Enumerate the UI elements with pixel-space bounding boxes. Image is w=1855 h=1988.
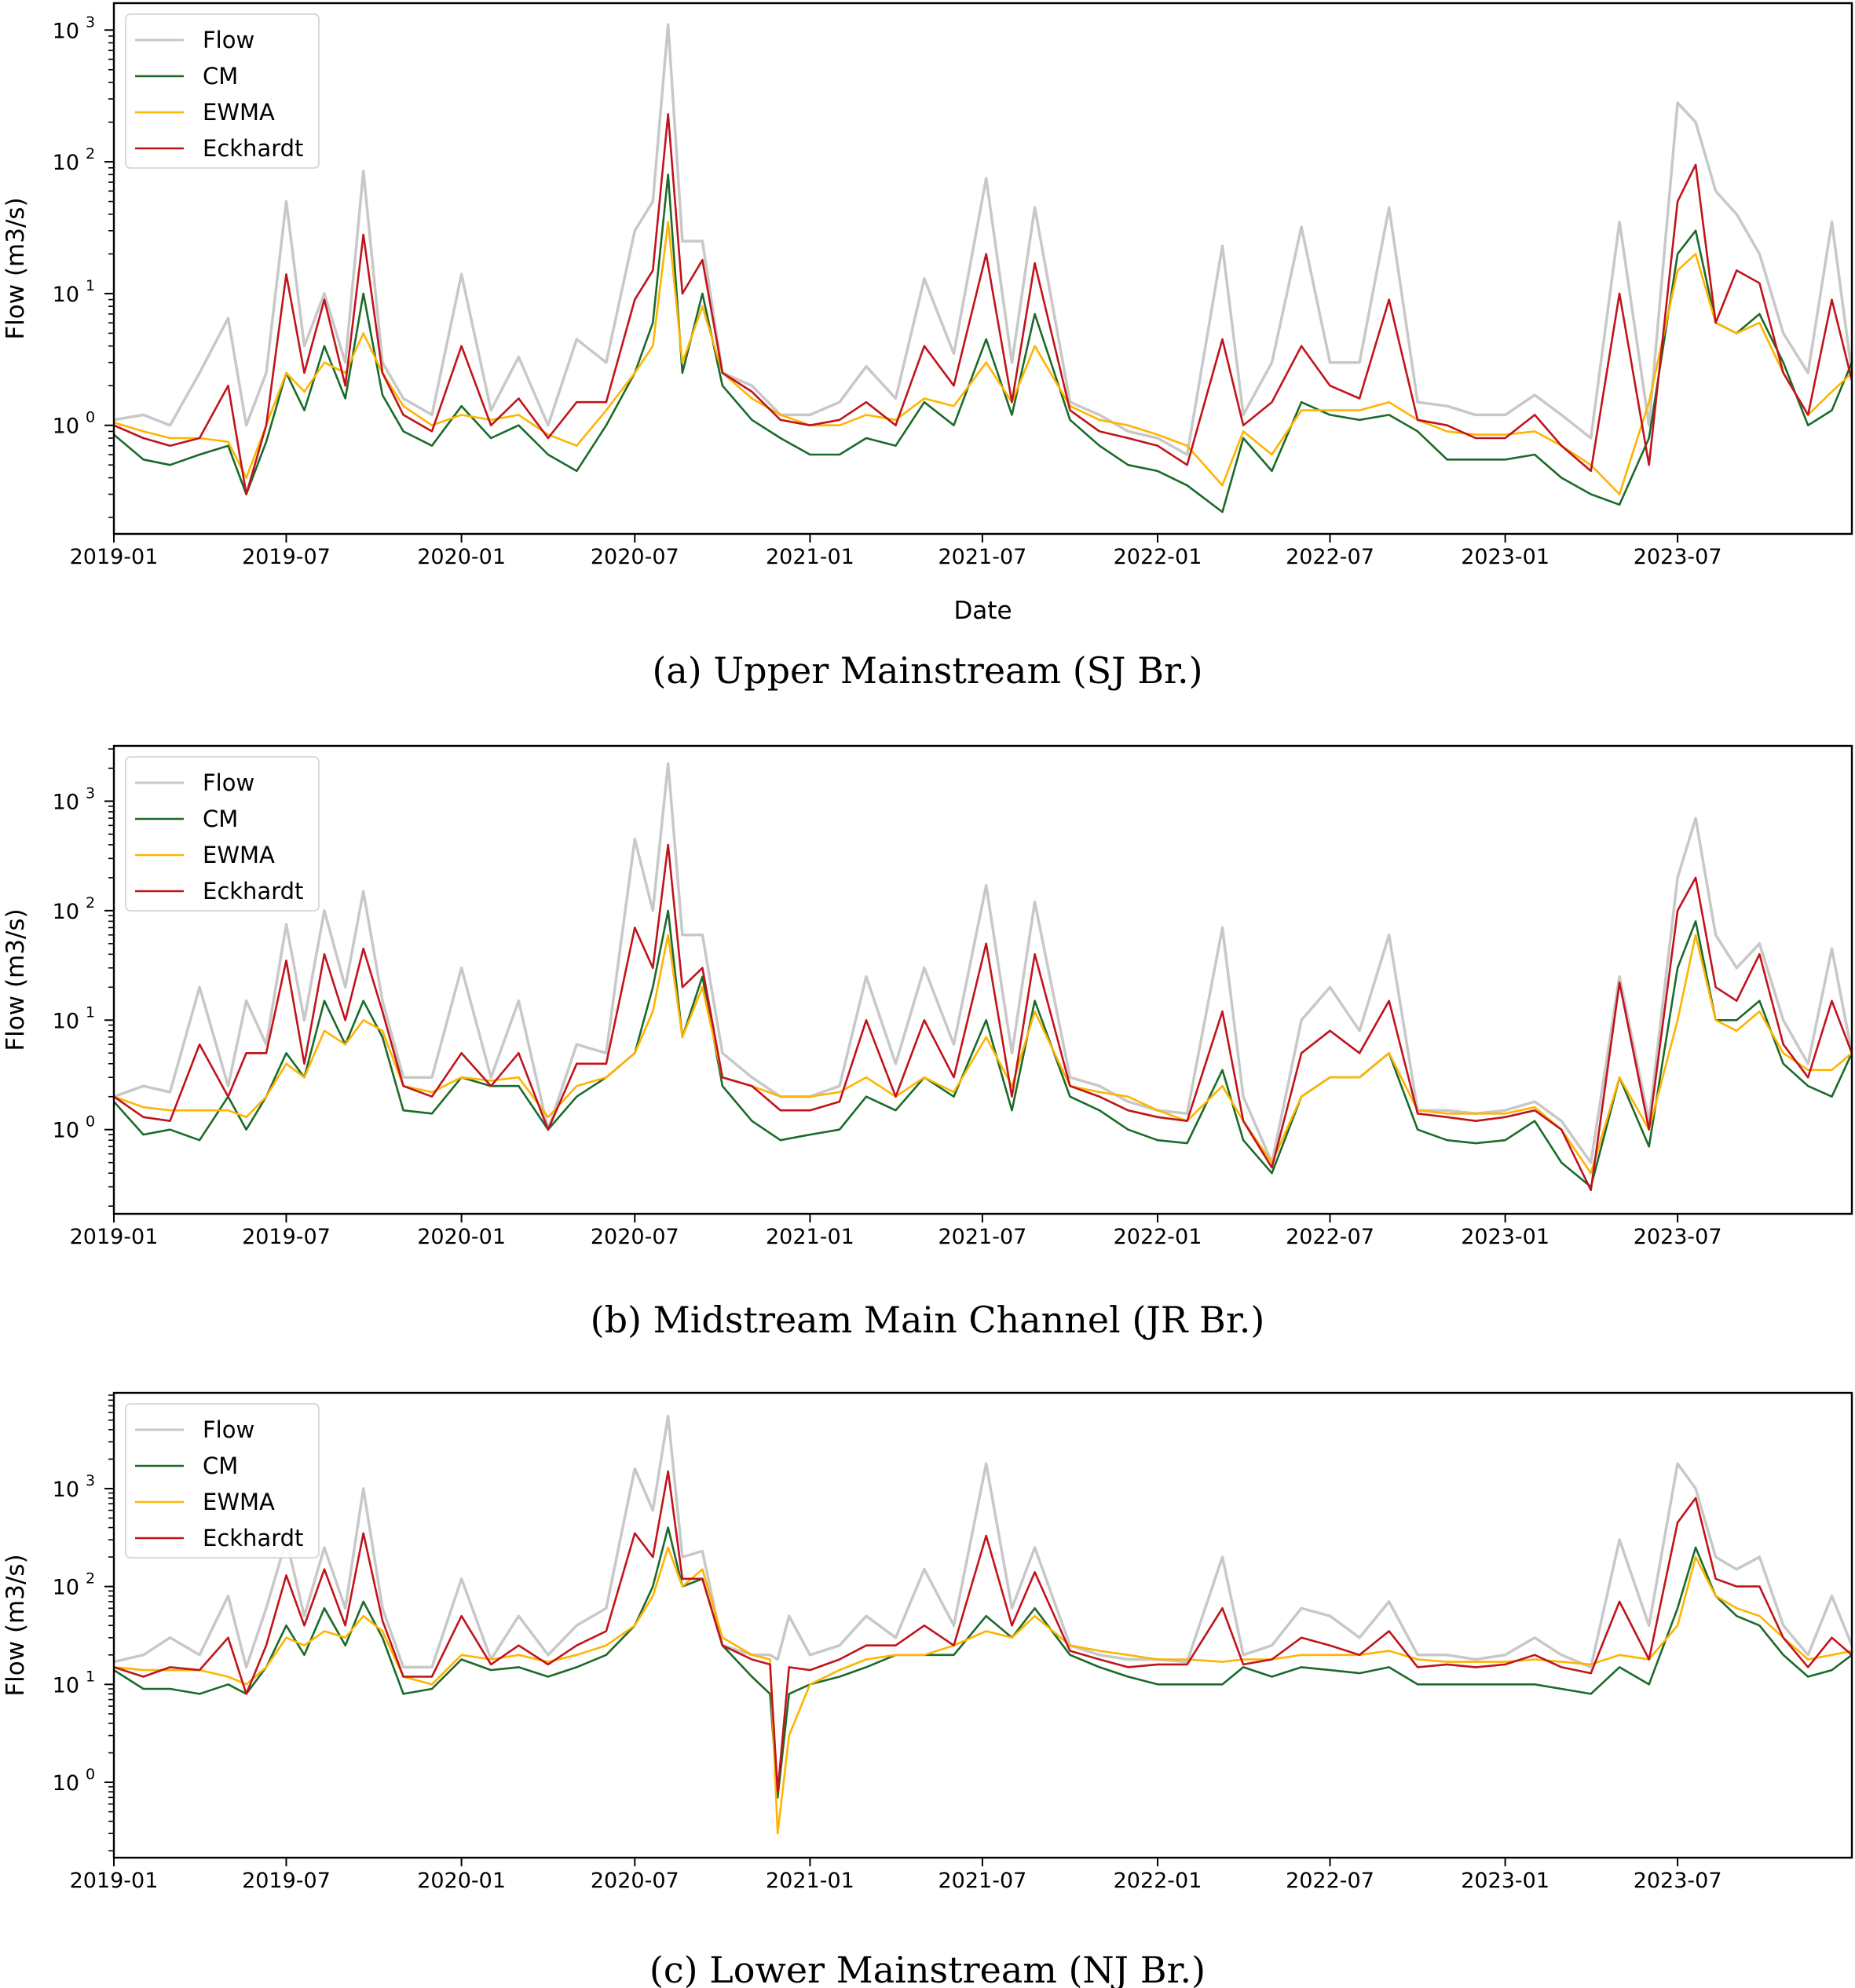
legend-box — [125, 756, 320, 912]
legend-box — [125, 13, 320, 169]
legend-label-cm: CM — [203, 806, 238, 832]
x-tick-label: 2019-07 — [242, 545, 331, 569]
series-line-ewma — [114, 221, 1852, 495]
legend-label-eckhardt: Eckhardt — [203, 878, 303, 904]
x-tick-label: 2023-01 — [1461, 545, 1549, 569]
x-tick-label: 2020-07 — [591, 1869, 679, 1893]
x-tick-label: 2020-01 — [417, 1225, 506, 1249]
x-tick-label: 2020-01 — [417, 1869, 506, 1893]
x-tick-label: 2020-07 — [591, 545, 679, 569]
legend-box — [125, 1403, 320, 1559]
legend-label-ewma: EWMA — [203, 99, 275, 126]
axes-frame — [112, 744, 1853, 1215]
y-tick-exponent: 0 — [86, 1766, 95, 1783]
y-tick-label: 10 — [53, 1771, 79, 1796]
legend-label-ewma: EWMA — [203, 1489, 275, 1515]
x-tick-label: 2022-01 — [1114, 1225, 1202, 1249]
y-tick-label: 10 — [53, 900, 79, 924]
x-tick-label: 2019-01 — [70, 545, 159, 569]
series-line-flow — [114, 1414, 1852, 1669]
series-line-ewma — [114, 934, 1852, 1175]
series-line-flow — [114, 23, 1852, 456]
legend-label-flow: Flow — [203, 27, 254, 53]
legend-label-ewma: EWMA — [203, 842, 275, 868]
y-axis-label: Flow (m3/s) — [2, 908, 30, 1051]
x-tick-label: 2023-01 — [1461, 1225, 1549, 1249]
legend-label-cm: CM — [203, 63, 238, 90]
x-tick-label: 2022-07 — [1286, 1869, 1374, 1893]
x-tick-label: 2023-01 — [1461, 1869, 1549, 1893]
x-tick-label: 2019-07 — [242, 1225, 331, 1249]
x-tick-label: 2023-07 — [1634, 545, 1722, 569]
x-tick-label: 2022-07 — [1286, 545, 1374, 569]
x-tick-label: 2019-01 — [70, 1869, 159, 1893]
x-tick-label: 2020-07 — [591, 1225, 679, 1249]
series-line-eckhardt — [114, 843, 1852, 1192]
x-tick-label: 2020-01 — [417, 545, 506, 569]
series-line-flow — [114, 762, 1852, 1164]
y-tick-label: 10 — [53, 19, 79, 43]
y-tick-exponent: 0 — [86, 409, 95, 426]
x-tick-label: 2021-01 — [766, 1225, 854, 1249]
y-tick-label: 10 — [53, 1673, 79, 1697]
x-tick-label: 2021-01 — [766, 545, 854, 569]
legend: Flow CM EWMA Eckhardt — [125, 756, 320, 912]
x-tick-label: 2021-07 — [938, 1869, 1026, 1893]
y-tick-exponent: 1 — [86, 1668, 95, 1685]
y-tick-exponent: 2 — [86, 894, 95, 912]
y-tick-label: 10 — [53, 415, 79, 439]
y-tick-exponent: 3 — [86, 1472, 95, 1489]
panel-a-upper-mainstream: 2019-01 2019-07 2020-01 2020-07 2021-01 2021-… — [2, 2, 1853, 692]
y-tick-label: 10 — [53, 1009, 79, 1033]
plot-area — [114, 23, 1852, 513]
y-tick-exponent: 0 — [86, 1113, 95, 1131]
plot-area — [114, 762, 1852, 1192]
x-tick-label: 2022-07 — [1286, 1225, 1374, 1249]
x-tick-label: 2021-07 — [938, 545, 1026, 569]
y-tick-exponent: 3 — [86, 13, 95, 31]
y-tick-label: 10 — [53, 1478, 79, 1502]
x-tick-label: 2019-01 — [70, 1225, 159, 1249]
legend: Flow CM EWMA Eckhardt — [125, 13, 320, 169]
y-tick-exponent: 1 — [86, 277, 95, 294]
legend-label-eckhardt: Eckhardt — [203, 135, 303, 162]
x-tick-label: 2022-01 — [1114, 545, 1202, 569]
panel-caption: (b) Midstream Main Channel (JR Br.) — [591, 1299, 1265, 1341]
panel-c-lower-mainstream: 2019-01 2019-07 2020-01 2020-07 2021-01 2021-… — [2, 1391, 1853, 1988]
x-axis-label: Date — [953, 597, 1012, 625]
legend-label-cm: CM — [203, 1453, 238, 1479]
x-tick-label: 2023-07 — [1634, 1869, 1722, 1893]
plot-area — [114, 1414, 1852, 1835]
y-tick-label: 10 — [53, 283, 79, 307]
y-axis-label: Flow (m3/s) — [2, 197, 30, 339]
y-tick-exponent: 2 — [86, 145, 95, 163]
legend: Flow CM EWMA Eckhardt — [125, 1403, 320, 1559]
x-tick-label: 2019-07 — [242, 1869, 331, 1893]
y-tick-exponent: 2 — [86, 1570, 95, 1588]
y-tick-exponent: 1 — [86, 1003, 95, 1021]
y-tick-label: 10 — [53, 1576, 79, 1600]
legend-label-flow: Flow — [203, 769, 254, 796]
y-axis-label: Flow (m3/s) — [2, 1554, 30, 1696]
x-tick-label: 2022-01 — [1114, 1869, 1202, 1893]
series-line-eckhardt — [114, 113, 1852, 495]
panel-b-midstream-main-channel: 2019-01 2019-07 2020-01 2020-07 2021-01 2021-… — [2, 744, 1853, 1341]
x-tick-label: 2021-07 — [938, 1225, 1026, 1249]
panel-caption: (a) Upper Mainstream (SJ Br.) — [652, 649, 1202, 692]
series-line-cm — [114, 909, 1852, 1188]
x-tick-label: 2021-01 — [766, 1869, 854, 1893]
series-line-eckhardt — [114, 1470, 1852, 1793]
x-tick-label: 2023-07 — [1634, 1225, 1722, 1249]
y-tick-label: 10 — [53, 790, 79, 814]
legend-label-flow: Flow — [203, 1416, 254, 1443]
series-line-cm — [114, 174, 1852, 513]
panel-caption: (c) Lower Mainstream (NJ Br.) — [649, 1949, 1206, 1988]
y-tick-label: 10 — [53, 1119, 79, 1143]
y-tick-label: 10 — [53, 151, 79, 175]
y-tick-exponent: 3 — [86, 784, 95, 802]
series-line-ewma — [114, 1546, 1852, 1835]
legend-label-eckhardt: Eckhardt — [203, 1525, 303, 1551]
